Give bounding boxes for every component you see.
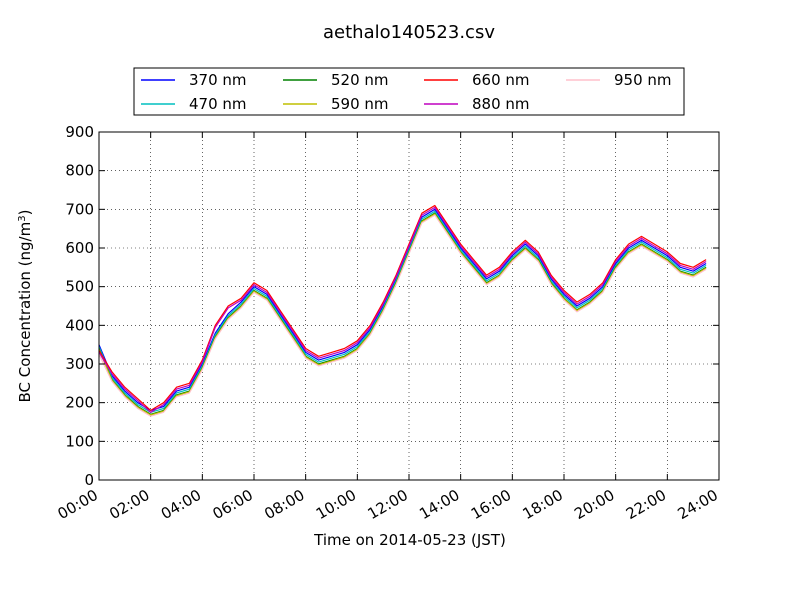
x-tick-label: 08:00 (261, 486, 307, 523)
series-line-950-nm (98, 214, 707, 417)
y-tick-label: 800 (65, 162, 94, 180)
ticks (98, 131, 720, 481)
y-tick-label: 200 (65, 394, 94, 412)
legend-label: 880 nm (472, 95, 530, 113)
x-tick-label: 04:00 (158, 486, 204, 523)
y-tick-label: 400 (65, 316, 94, 334)
series-line-660-nm (98, 204, 707, 411)
legend-label: 950 nm (614, 71, 672, 89)
x-tick-label: 02:00 (106, 486, 152, 523)
legend-label: 470 nm (189, 95, 247, 113)
y-tick-label: 700 (65, 200, 94, 218)
x-tick-label: 12:00 (365, 486, 411, 523)
legend-box (133, 67, 685, 116)
legend-label: 660 nm (472, 71, 530, 89)
x-tick-label: 20:00 (571, 486, 617, 523)
y-tick-label: 900 (65, 123, 94, 141)
x-tick-label: 10:00 (313, 486, 359, 523)
legend-label: 370 nm (189, 71, 247, 89)
y-tick-label: 0 (84, 471, 94, 489)
y-tick-labels: 0 100 200 300 400 500 600 700 800 900 (65, 123, 94, 489)
x-tick-label: 18:00 (520, 486, 566, 523)
legend: 370 nm 470 nm 520 nm 590 nm 660 nm 880 nm 950 … (133, 67, 685, 116)
x-tick-label: 06:00 (210, 486, 256, 523)
x-tick-label: 00:00 (55, 486, 101, 523)
y-axis-title-end: ) (16, 210, 34, 216)
y-tick-label: 100 (65, 432, 94, 450)
chart-title: aethalo140523.csv (323, 22, 495, 43)
x-tick-label: 22:00 (623, 486, 669, 523)
y-axis-title: BC Concentration (ng/m3) (16, 210, 34, 403)
series-line-370-nm (98, 208, 707, 411)
y-axis-title-main: BC Concentration (ng/m (16, 222, 34, 403)
x-tick-label: 16:00 (468, 486, 514, 523)
y-tick-label: 500 (65, 278, 94, 296)
x-tick-label: 14:00 (416, 486, 462, 523)
y-tick-label: 600 (65, 239, 94, 257)
x-tick-labels: 00:00 02:00 04:00 06:00 08:00 10:00 12:00 14:00… (55, 486, 721, 523)
series-layer (98, 204, 707, 417)
grid (98, 131, 720, 481)
y-tick-label: 300 (65, 355, 94, 373)
legend-label: 590 nm (331, 95, 389, 113)
y-axis-title-superscript: 3 (17, 215, 28, 221)
legend-label: 520 nm (331, 71, 389, 89)
series-line-470-nm (98, 210, 707, 413)
x-tick-label: 24:00 (675, 486, 721, 523)
series-line-880-nm (98, 206, 707, 413)
x-axis-title: Time on 2014-05-23 (JST) (313, 531, 506, 549)
